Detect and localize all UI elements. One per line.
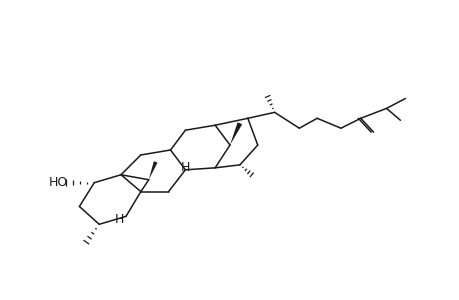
Polygon shape [148, 161, 157, 180]
Text: H: H [180, 161, 190, 174]
Text: H: H [114, 213, 123, 226]
Text: HO: HO [49, 176, 68, 189]
Polygon shape [230, 122, 241, 145]
